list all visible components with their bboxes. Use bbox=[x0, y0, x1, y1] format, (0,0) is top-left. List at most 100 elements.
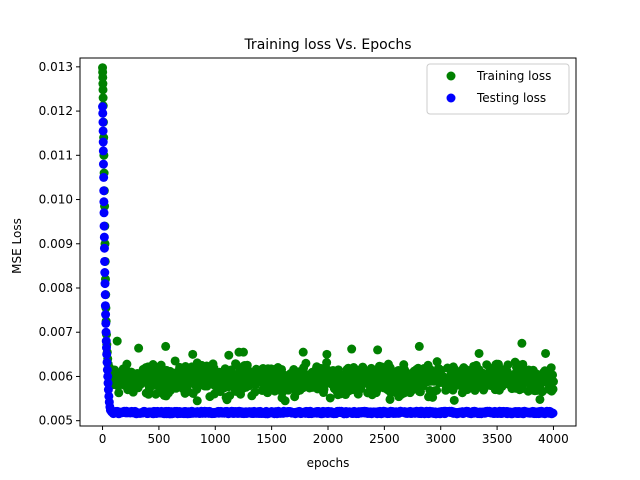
training-loss-point bbox=[322, 349, 332, 359]
testing-loss-point bbox=[98, 117, 108, 127]
x-tick-label: 3500 bbox=[482, 432, 513, 446]
testing-loss-point bbox=[102, 357, 112, 367]
chart-title: Training loss Vs. Epochs bbox=[243, 37, 411, 53]
legend-label-testing: Testing loss bbox=[476, 91, 546, 105]
training-loss-point bbox=[449, 395, 459, 405]
training-loss-point bbox=[98, 93, 108, 103]
x-tick-label: 4000 bbox=[538, 432, 569, 446]
testing-loss-point bbox=[98, 126, 108, 136]
x-tick-label: 1500 bbox=[256, 432, 287, 446]
legend-marker-training bbox=[446, 71, 456, 81]
training-loss-point bbox=[541, 348, 551, 358]
x-tick-label: 3000 bbox=[425, 432, 456, 446]
training-loss-point bbox=[347, 344, 357, 354]
training-loss-point bbox=[134, 343, 144, 353]
x-axis: 0 500 1000 1500 2000 2500 3000 3500 4000 bbox=[99, 426, 569, 446]
testing-loss-point bbox=[99, 197, 109, 207]
testing-loss-point bbox=[100, 268, 110, 278]
training-loss-point bbox=[250, 387, 260, 397]
y-tick-label: 0.010 bbox=[39, 193, 73, 207]
testing-loss-point bbox=[98, 159, 108, 169]
training-loss-point bbox=[517, 338, 527, 348]
y-tick-label: 0.005 bbox=[39, 414, 73, 428]
training-loss-point bbox=[122, 359, 132, 369]
testing-loss-point bbox=[101, 343, 111, 353]
x-tick-label: 2500 bbox=[369, 432, 400, 446]
y-tick-label: 0.006 bbox=[39, 369, 73, 383]
testing-loss-point bbox=[99, 208, 109, 218]
y-tick-label: 0.007 bbox=[39, 325, 73, 339]
testing-loss-point bbox=[102, 365, 112, 375]
testing-loss-point bbox=[98, 102, 108, 112]
testing-loss-point bbox=[101, 336, 111, 346]
training-loss-point bbox=[283, 385, 293, 395]
testing-loss-point bbox=[101, 318, 111, 328]
training-loss-point bbox=[432, 385, 442, 395]
testing-loss-point bbox=[102, 349, 112, 359]
plot-area bbox=[98, 63, 558, 419]
legend-marker-testing bbox=[446, 93, 456, 103]
testing-loss-point bbox=[99, 186, 109, 196]
training-loss-point bbox=[301, 358, 311, 368]
training-loss-point bbox=[548, 370, 558, 380]
testing-loss-point bbox=[98, 137, 108, 147]
training-loss-point bbox=[192, 384, 202, 394]
y-axis: 0.005 0.006 0.007 0.008 0.009 0.010 0.011 0.012… bbox=[39, 60, 80, 428]
x-axis-label: epochs bbox=[307, 456, 350, 470]
testing-loss-point bbox=[101, 310, 111, 320]
legend-label-training: Training loss bbox=[476, 69, 551, 83]
training-loss-point bbox=[112, 336, 122, 346]
training-loss-point bbox=[325, 393, 335, 403]
training-loss-point bbox=[114, 388, 124, 398]
training-loss-point bbox=[98, 85, 108, 95]
training-loss-point bbox=[535, 394, 545, 404]
training-loss-point bbox=[188, 349, 198, 359]
training-loss-point bbox=[546, 363, 556, 373]
testing-loss-point bbox=[99, 172, 109, 182]
training-loss-point bbox=[161, 341, 171, 351]
y-tick-label: 0.008 bbox=[39, 281, 73, 295]
x-tick-label: 500 bbox=[147, 432, 170, 446]
testing-loss-point bbox=[100, 301, 110, 311]
x-tick-label: 1000 bbox=[200, 432, 231, 446]
testing-loss-point bbox=[98, 146, 108, 156]
y-axis-label: MSE Loss bbox=[10, 218, 24, 274]
testing-loss-point bbox=[103, 371, 113, 381]
testing-loss-point bbox=[99, 221, 109, 231]
testing-loss-point bbox=[103, 378, 113, 388]
testing-loss-point bbox=[99, 243, 109, 253]
testing-loss-point bbox=[99, 232, 109, 242]
x-tick-label: 0 bbox=[99, 432, 107, 446]
testing-loss-point bbox=[100, 290, 110, 300]
testing-loss-point bbox=[98, 108, 108, 118]
training-loss-point bbox=[373, 345, 383, 355]
training-loss-point bbox=[503, 360, 513, 370]
y-tick-label: 0.013 bbox=[39, 60, 73, 74]
y-tick-label: 0.009 bbox=[39, 237, 73, 251]
training-loss-point bbox=[192, 396, 202, 406]
training-loss-point bbox=[548, 384, 558, 394]
y-tick-label: 0.011 bbox=[39, 148, 73, 162]
training-loss-point bbox=[298, 347, 308, 357]
training-loss-point bbox=[474, 348, 484, 358]
testing-loss-point bbox=[100, 279, 110, 289]
training-loss-point bbox=[238, 347, 248, 357]
training-loss-point bbox=[225, 391, 235, 401]
legend-box bbox=[426, 63, 570, 115]
training-loss-point bbox=[170, 356, 180, 366]
training-loss-point bbox=[280, 396, 290, 406]
testing-loss-point bbox=[548, 408, 558, 418]
legend: Training loss Testing loss bbox=[426, 63, 570, 115]
testing-loss-point bbox=[101, 327, 111, 337]
plot-frame bbox=[79, 57, 577, 427]
training-loss-point bbox=[322, 358, 332, 368]
testing-loss-point bbox=[103, 385, 113, 395]
training-loss-point bbox=[385, 394, 395, 404]
testing-loss-point bbox=[108, 408, 118, 418]
testing-loss-point bbox=[100, 256, 110, 266]
training-loss-point bbox=[414, 341, 424, 351]
y-tick-label: 0.012 bbox=[39, 104, 73, 118]
training-loss-point bbox=[548, 377, 558, 387]
training-loss-point bbox=[224, 350, 234, 360]
